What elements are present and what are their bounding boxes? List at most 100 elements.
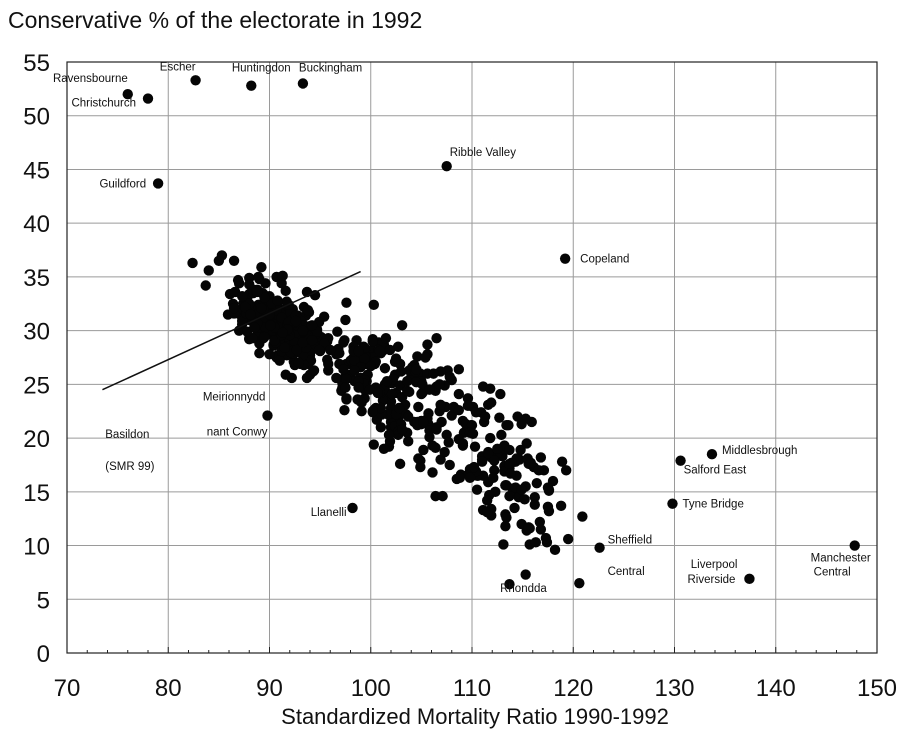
data-point <box>417 379 428 390</box>
data-point <box>246 80 257 91</box>
data-point <box>254 348 265 359</box>
data-point <box>297 325 309 336</box>
data-point <box>384 344 396 356</box>
data-point <box>505 468 516 479</box>
data-point <box>341 373 352 385</box>
data-point <box>488 472 499 484</box>
point-annotation: Huntingdon <box>232 63 291 75</box>
data-point <box>291 344 303 356</box>
data-point <box>434 379 445 390</box>
data-point <box>533 465 545 476</box>
point-annotation: Meirionnydd <box>203 392 266 404</box>
data-point <box>367 336 378 347</box>
data-point <box>142 93 154 104</box>
y-tick-label: 20 <box>23 426 50 453</box>
x-tick-label: 120 <box>553 675 593 702</box>
data-point <box>574 577 585 589</box>
point-annotation: Guildford <box>99 178 146 190</box>
data-point <box>436 416 447 428</box>
point-annotation: Ribble Valley <box>450 147 517 159</box>
y-tick-label: 10 <box>23 534 50 561</box>
data-point <box>280 369 291 380</box>
data-point <box>443 437 454 448</box>
data-point <box>386 388 398 400</box>
y-tick-label: 45 <box>23 157 50 184</box>
data-point <box>476 456 488 467</box>
data-point <box>383 429 395 441</box>
data-point <box>301 372 313 384</box>
data-point <box>306 320 318 331</box>
data-point <box>416 388 427 400</box>
annotation-leaders <box>102 270 361 391</box>
data-point <box>494 412 505 423</box>
data-point <box>441 161 452 172</box>
data-point <box>252 286 263 298</box>
data-point <box>556 456 568 467</box>
data-point <box>454 472 466 484</box>
data-point <box>453 433 465 445</box>
data-point <box>667 498 678 509</box>
data-point <box>302 305 314 316</box>
data-point <box>420 352 431 363</box>
data-point <box>534 516 546 528</box>
data-point <box>374 345 386 357</box>
data-point <box>430 442 441 453</box>
data-point <box>392 341 404 352</box>
annotations: Ravensbourne Christchurch Escher Huntingdon… <box>53 61 871 595</box>
data-point <box>453 404 465 416</box>
data-point <box>378 443 390 455</box>
data-point <box>496 429 507 441</box>
point-annotation: Central <box>814 567 851 579</box>
data-point <box>504 490 515 502</box>
data-point <box>269 335 280 346</box>
data-point <box>122 89 133 100</box>
data-point <box>372 387 384 399</box>
data-point <box>467 428 479 439</box>
data-point <box>540 532 552 544</box>
data-point <box>485 383 496 394</box>
data-point <box>427 467 438 478</box>
data-point <box>200 280 211 291</box>
data-point <box>489 455 500 466</box>
x-tick-label: 150 <box>857 675 897 702</box>
data-point <box>228 255 240 266</box>
data-point <box>501 512 512 523</box>
data-point <box>559 253 571 264</box>
data-point <box>431 332 442 344</box>
data-point <box>245 309 256 320</box>
data-point <box>277 270 288 282</box>
data-point <box>437 490 448 502</box>
basildon-leader-line <box>102 270 361 391</box>
data-point <box>240 301 251 313</box>
data-point <box>353 382 364 393</box>
data-point <box>403 411 414 422</box>
x-tick-label: 140 <box>756 675 796 702</box>
data-point <box>368 439 379 450</box>
data-point <box>500 480 511 491</box>
data-point <box>364 384 375 395</box>
data-point <box>492 443 503 455</box>
data-point <box>290 315 302 327</box>
data-point <box>535 452 547 463</box>
data-point <box>341 297 352 308</box>
data-point <box>413 401 424 413</box>
data-points <box>122 75 860 590</box>
data-point <box>395 366 407 377</box>
point-annotation: Middlesbrough <box>722 445 797 457</box>
data-point <box>562 533 574 545</box>
point-annotation: Copeland <box>580 254 629 266</box>
data-point <box>542 501 554 513</box>
data-point <box>277 327 288 338</box>
data-point <box>498 539 509 550</box>
data-point <box>529 499 540 510</box>
data-point <box>523 522 534 533</box>
data-point <box>462 400 474 412</box>
x-tick-label: 70 <box>54 675 81 702</box>
data-point <box>486 397 497 408</box>
data-point <box>453 388 465 400</box>
data-point <box>501 419 512 431</box>
data-point <box>504 458 515 470</box>
data-point <box>504 444 515 456</box>
data-point <box>368 299 379 311</box>
